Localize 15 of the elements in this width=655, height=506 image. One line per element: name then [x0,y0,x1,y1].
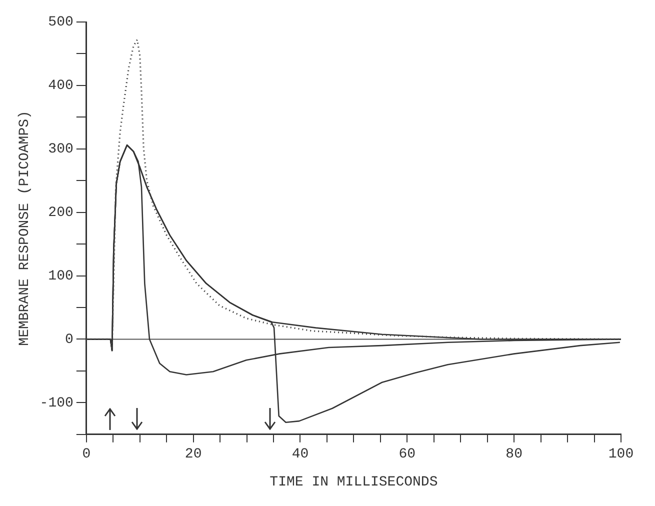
y-tick-label: 100 [48,268,74,284]
x-tick-label: 60 [398,446,416,463]
x-tick-label: 20 [184,446,202,463]
x-tick-label: 0 [82,446,91,463]
y-tick-label: 500 [48,14,74,31]
x-tick-label: 40 [292,446,309,463]
x-tick-label: 100 [608,446,634,463]
y-tick-label: 200 [48,205,74,222]
y-tick-label: 400 [48,78,74,94]
y-axis-title: MEMBRANE RESPONSE (PICOAMPS) [17,110,34,346]
y-tick-label: 0 [65,332,74,348]
y-tick-label: 300 [48,142,74,158]
y-tick-label: -100 [40,395,74,412]
x-tick-label: 80 [506,446,522,463]
x-axis-title: TIME IN MILLISECONDS [270,474,438,490]
